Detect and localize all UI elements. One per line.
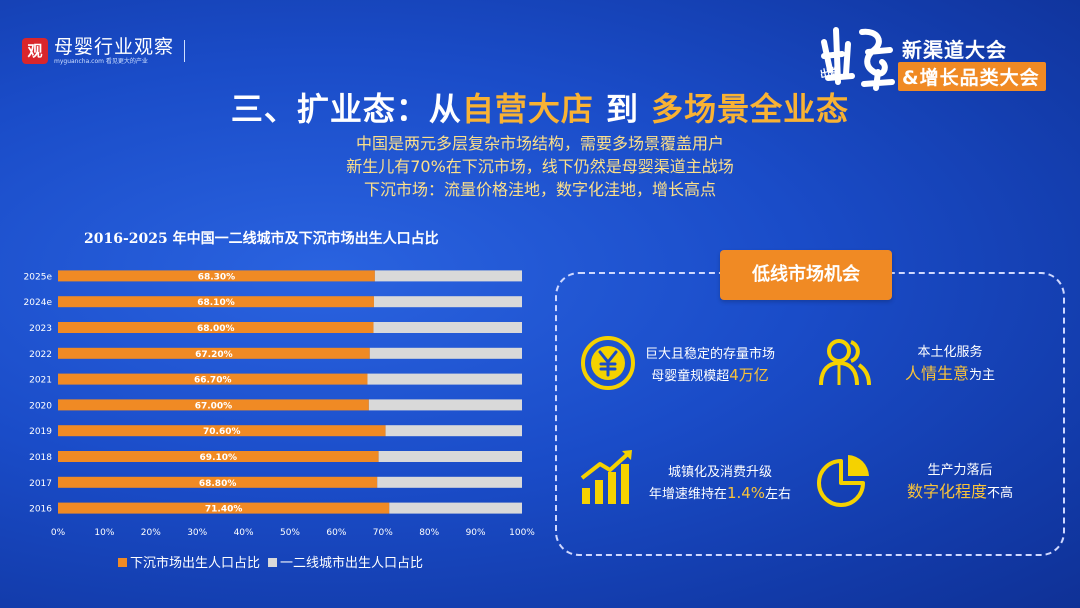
bar-lower-tier (58, 425, 386, 437)
opportunity-item-3-line1: 城镇化及消费升级 (667, 465, 772, 480)
conference-line2: &增长品类大会 (898, 62, 1046, 91)
bar-tier1-2 (378, 451, 522, 462)
x-tick-label: 100% (509, 528, 535, 538)
bar-data-label: 68.30% (198, 272, 236, 282)
opportunity-item-3-highlight: 1.4% (726, 484, 766, 502)
bar-data-label: 69.10% (200, 453, 238, 463)
opportunity-item-2-highlight: 人情生意 (904, 364, 969, 383)
opportunity-item-1-line1: 巨大且稳定的存量市场 (644, 347, 775, 362)
y-tick-label: 2025e (24, 272, 53, 282)
bar-data-label: 66.70% (194, 376, 232, 386)
stacked-bar-chart: 2025e 68.30% 2024e 68.10% 2023 68.00% 2022 67.2… (24, 270, 535, 571)
bar-tier1-2 (389, 502, 522, 514)
bar-lower-tier (58, 476, 378, 488)
opportunity-item-3-post: 左右 (765, 487, 792, 502)
x-tick-label: 30% (187, 528, 207, 538)
title-prefix: 三、扩业态：从 (230, 90, 462, 128)
legend-swatch-tier1-2 (268, 558, 278, 567)
x-tick-label: 40% (234, 528, 254, 538)
opportunity-item-4-highlight: 数字化程度 (906, 482, 987, 501)
x-tick-label: 10% (94, 528, 114, 538)
growth-chart-icon (580, 450, 632, 504)
opportunity-item-1: 巨大且稳定的存量市场 母婴童规模超4万亿 (630, 344, 790, 387)
bar-lower-tier (58, 296, 374, 308)
logo-brand: 母婴行业观察 (54, 35, 175, 58)
bar-data-label: 70.60% (203, 427, 241, 437)
conference-script-text: 出路 (819, 64, 842, 81)
y-tick-label: 2022 (29, 350, 52, 360)
logo-tagline: myguancha.com 看见更大的产业 (54, 57, 148, 65)
bar-lower-tier (58, 502, 390, 514)
subtitle-line-1: 中国是两元多层复杂市场结构，需要多场景覆盖用户 (355, 134, 724, 153)
legend-label-lower-tier: 下沉市场出生人口占比 (130, 555, 260, 571)
y-tick-label: 2016 (29, 505, 52, 515)
chart-title: 2016-2025 年中国一二线城市及下沉市场出生人口占比 (84, 231, 439, 247)
y-tick-label: 2020 (29, 401, 52, 411)
bar-tier1-2 (367, 373, 522, 385)
y-tick-label: 2021 (29, 376, 52, 386)
pie-chart-icon (817, 455, 869, 507)
conference-line1: 新渠道大会 (902, 38, 1007, 62)
bar-data-label: 67.20% (195, 350, 233, 360)
opportunity-item-4-line1: 生产力落后 (927, 463, 993, 478)
opportunity-item-1-highlight: 4万亿 (729, 366, 769, 384)
bar-tier1-2 (368, 399, 522, 411)
x-tick-label: 70% (373, 528, 393, 538)
opportunity-panel-title: 低线市场机会 (720, 250, 892, 300)
bar-tier1-2 (377, 476, 522, 488)
opportunity-item-3: 城镇化及消费升级 年增速维持在1.4%左右 (640, 462, 800, 505)
bar-data-label: 67.00% (195, 401, 233, 411)
x-tick-label: 20% (141, 528, 161, 538)
bar-tier1-2 (373, 322, 522, 333)
opportunity-item-3-pre: 年增速维持在 (648, 487, 727, 502)
bar-lower-tier (58, 373, 368, 385)
bar-data-label: 68.00% (197, 324, 235, 334)
bar-data-label: 68.10% (197, 298, 235, 308)
y-tick-label: 2019 (29, 427, 52, 437)
x-tick-label: 60% (326, 528, 346, 538)
logo-seal: 观 (22, 38, 48, 64)
bar-lower-tier (58, 270, 375, 282)
legend-label-tier1-2: 一二线城市出生人口占比 (280, 555, 423, 571)
y-tick-label: 2017 (29, 479, 52, 489)
yuan-coin-icon (581, 336, 635, 390)
y-tick-label: 2023 (29, 324, 52, 334)
subtitle-line-2: 新生儿有70%在下沉市场，线下仍然是母婴渠道主战场 (346, 157, 734, 176)
legend-swatch-lower-tier (118, 558, 127, 567)
bar-tier1-2 (373, 296, 522, 308)
opportunity-item-4: 生产力落后 数字化程度不高 (890, 460, 1030, 504)
opportunity-item-2: 本土化服务 人情生意为主 (880, 342, 1020, 386)
opportunity-item-2-line1: 本土化服务 (917, 345, 983, 360)
bar-lower-tier (58, 451, 379, 462)
conference-script-logo: 出路 (819, 27, 895, 91)
conference-brand: 出路 新渠道大会 &增长品类大会 (818, 22, 1063, 92)
bar-tier1-2 (374, 270, 522, 282)
title-accent-2: 多场景全业态 (651, 90, 850, 128)
logo: 观 母婴行业观察 myguancha.com 看见更大的产业 (22, 34, 186, 68)
bar-lower-tier (58, 347, 370, 359)
opportunity-item-4-post: 不高 (987, 486, 1014, 501)
bar-lower-tier (58, 322, 374, 333)
opportunity-item-2-post: 为主 (969, 368, 996, 383)
x-tick-label: 50% (280, 528, 300, 538)
x-tick-label: 80% (419, 528, 439, 538)
y-tick-label: 2024e (24, 298, 53, 308)
x-tick-label: 90% (466, 528, 486, 538)
y-tick-label: 2018 (29, 453, 52, 463)
logo-divider (184, 40, 186, 62)
opportunity-panel (555, 272, 1065, 556)
bar-data-label: 68.80% (199, 479, 237, 489)
title-accent-1: 自营大店 (461, 90, 594, 128)
subtitle-line-3: 下沉市场：流量价格洼地，数字化洼地，增长高点 (363, 180, 716, 199)
bar-lower-tier (58, 399, 369, 411)
bar-data-label: 71.40% (205, 505, 243, 515)
title-middle: 到 (593, 90, 652, 128)
bar-tier1-2 (385, 425, 522, 437)
people-icon (819, 339, 871, 386)
bar-tier1-2 (369, 347, 522, 359)
opportunity-item-1-pre: 母婴童规模超 (651, 369, 730, 384)
page-title: 三、扩业态：从自营大店 到 多场景全业态 (0, 84, 1080, 130)
x-tick-label: 0% (51, 528, 66, 538)
